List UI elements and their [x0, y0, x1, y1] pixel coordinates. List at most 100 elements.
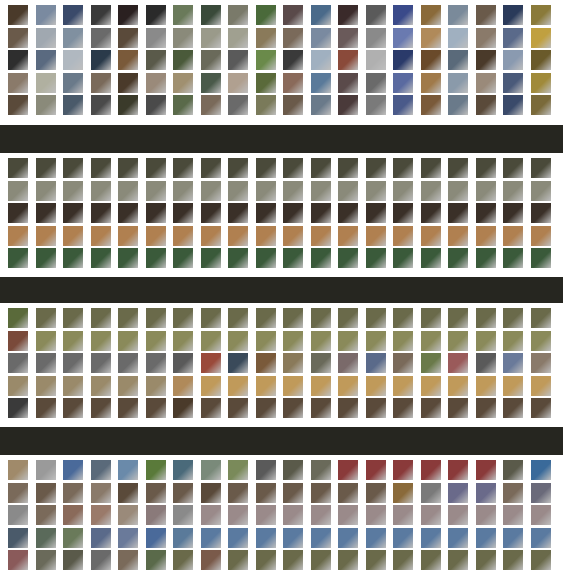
thumbnail-image [90, 5, 111, 25]
thumbnail-image [365, 353, 386, 373]
thumbnail-image [338, 353, 358, 373]
thumbnail-image [145, 95, 166, 115]
thumbnail-image [173, 180, 193, 201]
thumbnail-image [420, 5, 441, 25]
thumbnail-image [8, 550, 28, 570]
thumbnail-image [475, 180, 496, 201]
thumbnail-image [255, 203, 276, 223]
image-strip [228, 5, 248, 118]
thumbnail-image [503, 203, 523, 223]
thumbnail-image [35, 460, 56, 480]
thumbnail-image [393, 50, 413, 70]
thumbnail-image [310, 248, 331, 268]
thumbnail-image [63, 95, 83, 115]
thumbnail-image [118, 5, 138, 25]
image-strip [200, 308, 221, 421]
image-strip [310, 460, 331, 573]
thumbnail-image [173, 527, 193, 548]
image-strip [365, 460, 386, 573]
thumbnail-image [338, 50, 358, 70]
thumbnail-image [118, 158, 138, 178]
thumbnail-image [365, 482, 386, 503]
thumbnail-image [420, 505, 441, 525]
thumbnail-image [475, 95, 496, 115]
thumbnail-image [35, 398, 56, 418]
thumbnail-image [420, 203, 441, 223]
thumbnail-image [503, 225, 523, 246]
thumbnail-image [448, 180, 468, 201]
thumbnail-image [365, 330, 386, 351]
thumbnail-image [173, 398, 193, 418]
image-strip [310, 158, 331, 271]
thumbnail-image [200, 225, 221, 246]
thumbnail-image [255, 460, 276, 480]
image-strip [448, 308, 468, 421]
thumbnail-image [63, 527, 83, 548]
thumbnail-image [393, 353, 413, 373]
thumbnail-image [173, 248, 193, 268]
thumbnail-image [118, 375, 138, 396]
image-strip [283, 5, 303, 118]
image-strip [338, 5, 358, 118]
thumbnail-image [365, 460, 386, 480]
thumbnail-image [255, 180, 276, 201]
thumbnail-image [255, 550, 276, 570]
thumbnail-image [530, 527, 551, 548]
thumbnail-image [173, 482, 193, 503]
thumbnail-image [255, 72, 276, 93]
thumbnail-image [228, 158, 248, 178]
thumbnail-image [35, 72, 56, 93]
thumbnail-image [283, 72, 303, 93]
image-strip [118, 5, 138, 118]
thumbnail-image [255, 27, 276, 48]
thumbnail-image [173, 95, 193, 115]
thumbnail-image [63, 482, 83, 503]
thumbnail-image [200, 353, 221, 373]
thumbnail-image [35, 225, 56, 246]
thumbnail-image [283, 225, 303, 246]
thumbnail-image [8, 72, 28, 93]
thumbnail-image [503, 353, 523, 373]
thumbnail-image [255, 248, 276, 268]
thumbnail-image [530, 505, 551, 525]
thumbnail-image [420, 95, 441, 115]
thumbnail-image [310, 27, 331, 48]
thumbnail-image [90, 398, 111, 418]
thumbnail-image [118, 505, 138, 525]
thumbnail-image [228, 27, 248, 48]
image-strip [420, 308, 441, 421]
thumbnail-image [475, 72, 496, 93]
image-strip [173, 460, 193, 573]
thumbnail-image [90, 50, 111, 70]
thumbnail-image [475, 50, 496, 70]
thumbnail-image [118, 527, 138, 548]
thumbnail-image [503, 158, 523, 178]
thumbnail-image [145, 158, 166, 178]
thumbnail-image [255, 375, 276, 396]
thumbnail-image [200, 460, 221, 480]
thumbnail-image [448, 375, 468, 396]
thumbnail-image [475, 398, 496, 418]
thumbnail-image [228, 527, 248, 548]
thumbnail-image [365, 50, 386, 70]
thumbnail-image [365, 398, 386, 418]
thumbnail-image [35, 375, 56, 396]
thumbnail-image [365, 375, 386, 396]
thumbnail-image [283, 95, 303, 115]
thumbnail-image [118, 482, 138, 503]
image-strip [255, 308, 276, 421]
thumbnail-image [228, 550, 248, 570]
thumbnail-image [420, 72, 441, 93]
thumbnail-image [338, 72, 358, 93]
thumbnail-image [90, 308, 111, 328]
thumbnail-image [393, 308, 413, 328]
thumbnail-image [35, 505, 56, 525]
thumbnail-image [393, 5, 413, 25]
thumbnail-image [420, 50, 441, 70]
thumbnail-image [145, 460, 166, 480]
thumbnail-image [200, 158, 221, 178]
thumbnail-image [338, 158, 358, 178]
thumbnail-image [448, 203, 468, 223]
thumbnail-image [393, 95, 413, 115]
thumbnail-image [63, 27, 83, 48]
